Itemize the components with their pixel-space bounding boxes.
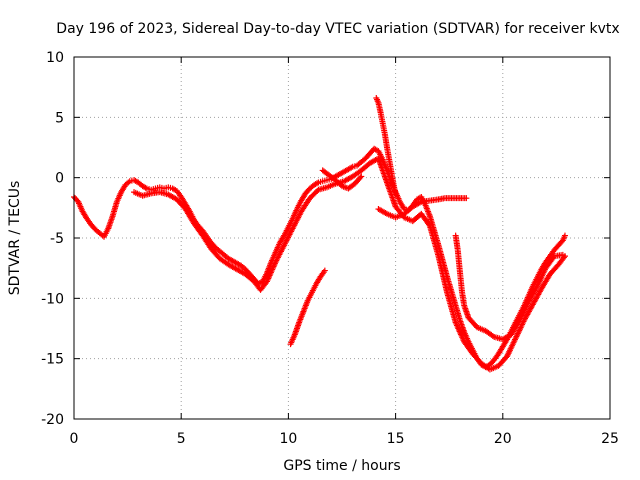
x-tick-label: 10 bbox=[279, 431, 297, 447]
x-tick-label: 20 bbox=[494, 431, 512, 447]
data-point bbox=[357, 174, 364, 181]
data-points bbox=[71, 95, 568, 373]
data-point bbox=[321, 267, 328, 274]
data-point bbox=[561, 232, 568, 239]
data-point bbox=[463, 195, 470, 202]
chart-title: Day 196 of 2023, Sidereal Day-to-day VTE… bbox=[56, 21, 619, 37]
data-point bbox=[559, 251, 566, 258]
axis-ticks: 0 5 10 15 20 25 -20 -15 -10 -5 0 5 10 bbox=[41, 50, 619, 447]
x-tick-label: 0 bbox=[70, 431, 79, 447]
y-tick-label: -15 bbox=[41, 352, 64, 368]
y-tick-label: -5 bbox=[50, 231, 64, 247]
x-tick-label: 15 bbox=[387, 431, 405, 447]
y-tick-label: 5 bbox=[55, 110, 64, 126]
y-tick-label: 0 bbox=[55, 171, 64, 187]
data-point bbox=[358, 173, 365, 180]
y-tick-label: -10 bbox=[41, 291, 64, 307]
data-point bbox=[392, 191, 399, 198]
x-tick-label: 5 bbox=[177, 431, 186, 447]
plot-frame bbox=[73, 56, 611, 420]
y-tick-label: -20 bbox=[41, 412, 64, 428]
x-axis-label: GPS time / hours bbox=[283, 458, 400, 474]
y-axis-label: SDTVAR / TECUs bbox=[7, 181, 23, 296]
x-tick-label: 25 bbox=[601, 431, 619, 447]
y-tick-label: 10 bbox=[46, 50, 64, 66]
grid bbox=[74, 57, 610, 419]
